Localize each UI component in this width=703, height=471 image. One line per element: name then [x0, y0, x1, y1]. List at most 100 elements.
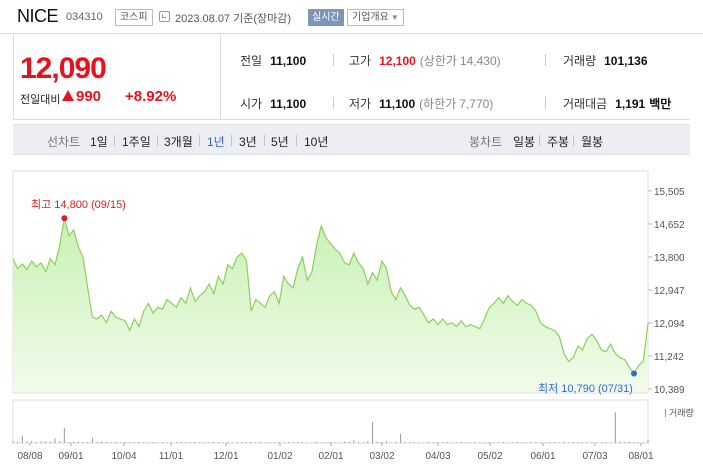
volume-bar — [493, 442, 495, 443]
volume-bar — [600, 442, 602, 443]
x-tick-label: 10/04 — [111, 451, 136, 462]
volume-bar — [628, 441, 630, 443]
volume-bar — [166, 442, 168, 443]
volume-bar — [596, 442, 598, 443]
period-3y[interactable]: 3년 — [239, 135, 257, 149]
volume-frame — [12, 399, 649, 444]
clock-icon — [159, 11, 170, 22]
volume-bar — [563, 441, 565, 443]
y-tick-label: 14,652 — [654, 220, 685, 231]
volume-bar — [516, 441, 518, 443]
volume-bar — [591, 441, 593, 443]
volume-bar — [45, 441, 47, 443]
divider — [157, 135, 158, 146]
volume-bar — [110, 442, 112, 443]
divider — [296, 135, 297, 146]
stat-open-label: 시가 — [240, 97, 263, 111]
x-tick-label: 06/01 — [530, 451, 555, 462]
stat-low: 저가 11,100 (하한가 7,770) — [349, 95, 493, 112]
price-area — [13, 218, 648, 392]
price-line — [12, 218, 649, 375]
volume-bar — [82, 442, 84, 443]
y-tick-label: 12,947 — [654, 286, 685, 297]
stat-open: 시가 11,100 — [240, 95, 306, 112]
candle-monthly[interactable]: 월봉 — [581, 135, 604, 149]
volume-bar — [325, 442, 327, 443]
divider — [333, 54, 334, 66]
stock-header: NICE 034310 코스피 2023.08.07 기준(장마감) 실시간 기… — [0, 0, 703, 34]
x-tick-label: 03/02 — [369, 451, 394, 462]
volume-bar — [409, 442, 411, 443]
volume-bar — [287, 441, 289, 443]
volume-bar — [199, 442, 201, 443]
x-tick-label: 09/01 — [58, 451, 83, 462]
volume-bar — [171, 442, 173, 443]
volume-bar — [624, 441, 626, 443]
volume-bar — [236, 442, 238, 443]
volume-bar — [367, 441, 369, 443]
volume-bar — [414, 441, 416, 443]
high-annotation: 최고 14,800 (09/15) — [31, 198, 126, 211]
volume-bar — [554, 442, 556, 443]
stat-amount-unit: 백만 — [649, 97, 672, 111]
volume-bar — [273, 442, 275, 443]
y-tick-label: 10,389 — [654, 385, 685, 396]
candle-weekly[interactable]: 주봉 — [547, 135, 570, 149]
volume-bar — [404, 441, 406, 443]
x-tick-label: 11/01 — [159, 451, 184, 462]
volume-bar — [381, 441, 383, 443]
volume-bar — [227, 441, 229, 443]
volume-bar — [157, 442, 159, 443]
y-tick-label: 15,505 — [654, 187, 685, 198]
volume-bar — [549, 441, 551, 443]
divider — [114, 135, 115, 146]
candle-daily[interactable]: 일봉 — [513, 135, 536, 149]
stock-code: 034310 — [66, 11, 103, 23]
volume-bar — [143, 442, 145, 443]
volume-bar — [68, 441, 70, 443]
stat-volume-label: 거래량 — [563, 54, 597, 68]
volume-bar — [353, 440, 355, 443]
period-1d[interactable]: 1일 — [90, 135, 108, 149]
volume-bar — [245, 442, 247, 443]
realtime-button[interactable]: 실시간 — [308, 9, 344, 26]
volume-bar — [59, 441, 61, 443]
period-1w[interactable]: 1주일 — [122, 135, 151, 149]
volume-bar — [362, 442, 364, 443]
period-10y[interactable]: 10년 — [304, 135, 329, 149]
volume-bar — [386, 441, 388, 443]
volume-bar — [101, 441, 103, 443]
price-change-value: 990 — [76, 88, 102, 105]
company-info-dropdown[interactable]: 기업개요 ▼ — [347, 9, 404, 26]
stat-low-label: 저가 — [349, 97, 372, 111]
volume-bar — [63, 427, 65, 443]
volume-bar — [301, 441, 303, 443]
change-label: 전일대비 — [20, 94, 61, 106]
stat-amount-label: 거래대금 — [563, 97, 608, 111]
stat-upper-value: 14,430) — [459, 54, 501, 68]
volume-bar — [423, 442, 425, 443]
volume-bar — [334, 442, 336, 443]
volume-bar — [269, 442, 271, 443]
x-tick-label: 12/01 — [213, 451, 238, 462]
volume-bar — [138, 441, 140, 443]
price-chart[interactable]: 15,505 14,652 13,800 12,947 12,094 11,242 10,3… — [0, 170, 703, 471]
volume-bar — [311, 442, 313, 443]
period-3m[interactable]: 3개월 — [164, 135, 193, 149]
volume-bar — [31, 440, 33, 443]
low-marker — [630, 370, 637, 377]
volume-bar — [451, 442, 453, 443]
volume-bar — [488, 441, 490, 443]
volume-bar — [479, 442, 481, 443]
x-tick-label: 08/01 — [628, 451, 653, 462]
period-5y[interactable]: 5년 — [271, 135, 289, 149]
volume-bar — [390, 442, 392, 443]
period-1y[interactable]: 1년 — [207, 135, 225, 149]
volume-bar — [320, 442, 322, 443]
volume-bar — [147, 442, 149, 443]
volume-bar — [194, 441, 196, 443]
volume-bar — [203, 442, 205, 443]
volume-bar — [330, 441, 331, 443]
volume-bar — [96, 441, 98, 443]
volume-bar — [460, 441, 462, 443]
